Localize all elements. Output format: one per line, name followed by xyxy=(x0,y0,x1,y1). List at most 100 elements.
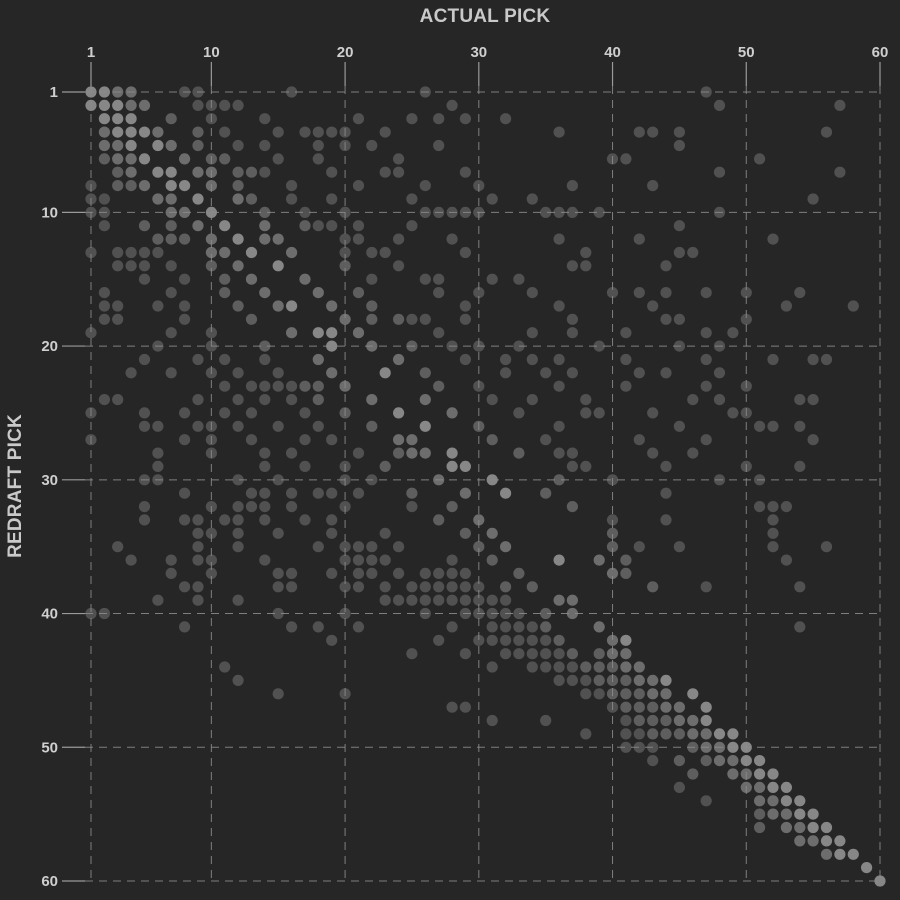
data-point xyxy=(500,353,512,366)
data-point xyxy=(272,607,284,620)
data-point xyxy=(393,233,405,245)
data-point xyxy=(165,287,177,299)
data-point xyxy=(433,380,445,392)
data-point xyxy=(205,367,217,379)
data-point xyxy=(459,246,471,259)
data-point xyxy=(459,300,471,312)
data-point xyxy=(660,313,672,325)
data-point xyxy=(366,554,378,566)
data-point xyxy=(700,86,712,98)
data-point xyxy=(112,313,124,325)
data-point xyxy=(192,594,204,606)
data-point xyxy=(138,260,151,272)
data-point xyxy=(339,688,351,700)
data-point xyxy=(540,648,552,660)
data-point xyxy=(513,607,525,620)
data-point xyxy=(205,554,217,566)
data-point xyxy=(754,420,766,432)
data-point xyxy=(138,501,151,513)
data-point xyxy=(232,541,244,553)
data-point xyxy=(179,581,191,593)
data-point xyxy=(379,581,391,593)
data-point xyxy=(125,139,137,152)
data-point xyxy=(807,193,819,205)
data-point xyxy=(85,99,97,111)
data-point xyxy=(219,407,231,419)
data-point xyxy=(606,567,619,580)
data-point xyxy=(580,260,592,272)
data-point xyxy=(606,474,619,486)
data-point xyxy=(820,126,833,138)
data-point xyxy=(486,527,498,539)
data-point xyxy=(540,434,552,446)
data-point xyxy=(767,501,779,513)
data-point xyxy=(459,460,471,472)
data-point xyxy=(807,434,819,446)
data-point xyxy=(780,554,793,566)
data-point xyxy=(232,514,244,526)
data-point xyxy=(112,394,124,406)
data-point xyxy=(245,380,258,392)
data-point xyxy=(286,447,298,459)
data-point xyxy=(446,206,458,218)
data-point xyxy=(526,648,538,660)
data-point xyxy=(727,407,739,419)
data-point xyxy=(780,300,793,312)
data-point xyxy=(486,634,498,646)
data-point xyxy=(473,380,485,392)
data-point xyxy=(98,86,110,98)
data-point xyxy=(861,862,873,874)
data-point xyxy=(312,220,324,232)
data-point xyxy=(326,367,338,379)
data-point xyxy=(192,220,204,232)
data-point xyxy=(459,353,471,366)
data-point xyxy=(205,180,217,192)
data-point xyxy=(339,407,351,419)
data-point xyxy=(406,113,418,125)
data-point xyxy=(807,353,819,366)
data-point xyxy=(807,808,819,820)
data-point xyxy=(446,567,458,580)
data-point xyxy=(606,514,619,526)
data-point xyxy=(633,126,645,138)
data-point xyxy=(259,220,271,232)
x-tick-label: 30 xyxy=(470,44,487,61)
data-point xyxy=(754,808,766,820)
data-point xyxy=(205,99,217,111)
data-point xyxy=(312,394,324,406)
data-point xyxy=(767,768,779,780)
data-point xyxy=(446,233,458,245)
data-point xyxy=(767,808,779,820)
data-point xyxy=(553,206,565,218)
data-point xyxy=(205,327,217,339)
data-point xyxy=(205,113,217,125)
data-point xyxy=(138,126,151,138)
data-point xyxy=(500,581,512,593)
data-point xyxy=(379,246,391,259)
data-point xyxy=(312,420,324,432)
data-point xyxy=(566,501,579,513)
data-point xyxy=(526,193,538,205)
data-point xyxy=(219,287,231,299)
data-point xyxy=(606,287,619,299)
data-point xyxy=(500,648,512,660)
data-point xyxy=(446,407,458,419)
data-point xyxy=(566,447,579,459)
data-point xyxy=(459,607,471,620)
data-point xyxy=(580,246,592,259)
data-point xyxy=(553,126,565,138)
data-point xyxy=(700,287,712,299)
data-point xyxy=(580,728,592,740)
data-point xyxy=(700,714,712,727)
data-point xyxy=(540,367,552,379)
data-point xyxy=(152,460,164,472)
data-point xyxy=(740,380,752,392)
data-point xyxy=(165,180,177,192)
data-point xyxy=(754,768,766,780)
data-point xyxy=(673,313,686,325)
data-point xyxy=(219,273,231,285)
data-point xyxy=(620,648,632,660)
data-point xyxy=(179,487,191,499)
data-point xyxy=(393,407,405,419)
data-point xyxy=(553,648,565,660)
